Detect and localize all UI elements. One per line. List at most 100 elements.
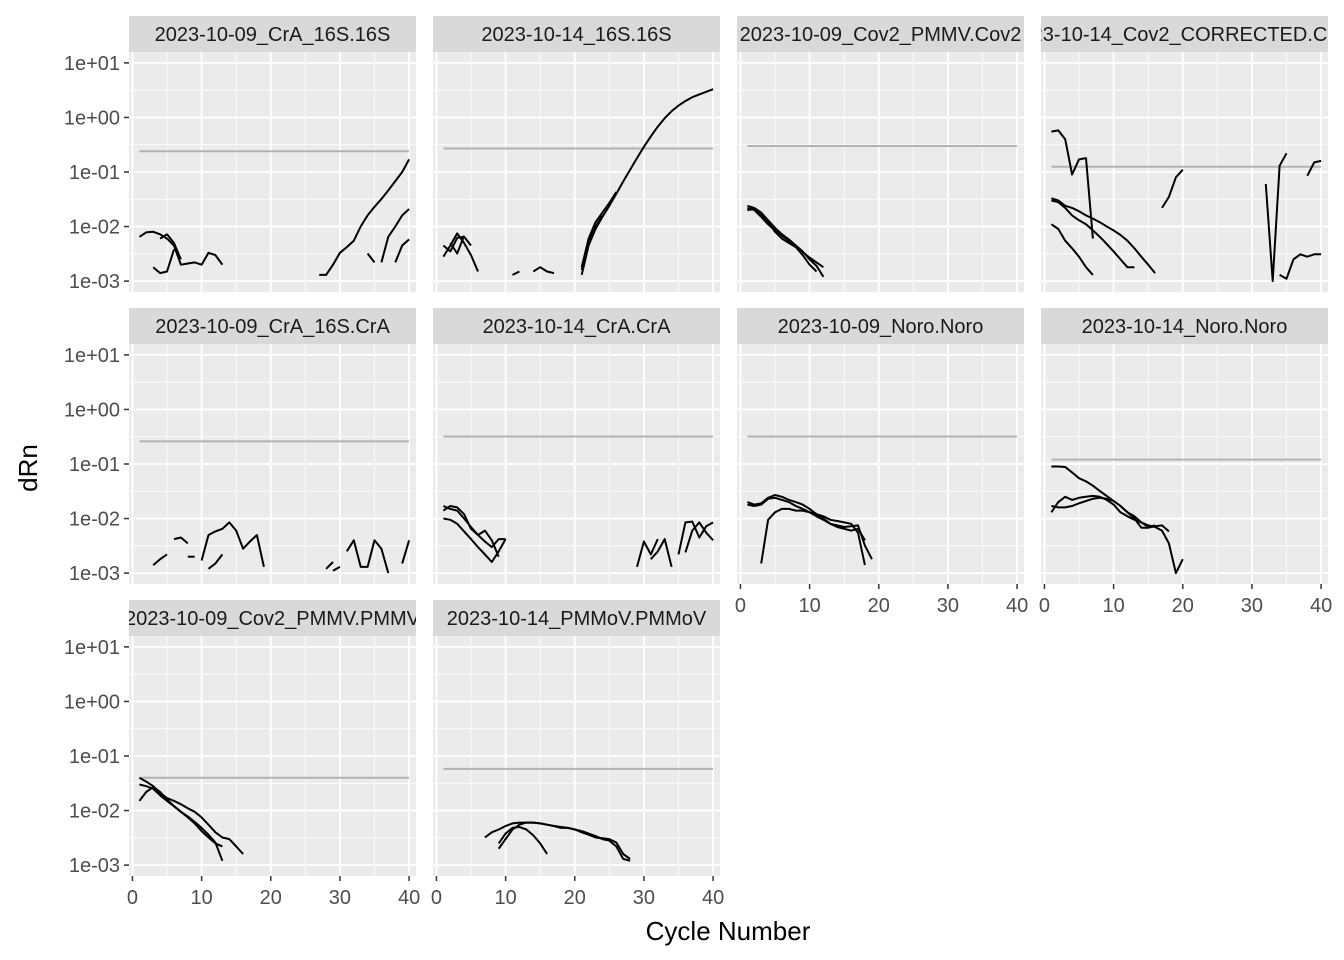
amplification-curve bbox=[684, 521, 714, 553]
y-axis-title: dRn bbox=[13, 444, 43, 492]
y-tick-label: 1e+01 bbox=[64, 637, 120, 659]
y-tick-label: 1e+01 bbox=[64, 345, 120, 367]
axes-layer: 1e-03 1e-02 1e-01 1e+00 1e+01 1e-03 1e-02 1e-01… bbox=[64, 53, 1332, 909]
facet-panel: 2023-10-14_Cov2_CORRECTED.Cov2 bbox=[1041, 16, 1328, 292]
amplification-curve bbox=[636, 538, 659, 568]
facet-strip-label: 2023-10-09_CrA_16S.CrA bbox=[155, 316, 390, 338]
x-tick-label: 0 bbox=[1039, 595, 1050, 617]
amplification-curve bbox=[443, 517, 507, 563]
facet-panel: 2023-10-09_Noro.Noro bbox=[737, 308, 1024, 584]
x-tick-label: 0 bbox=[431, 887, 442, 909]
amplification-curve bbox=[449, 235, 466, 255]
facet-strip bbox=[737, 16, 1024, 52]
amplification-curve bbox=[747, 204, 825, 278]
x-tick-label: 30 bbox=[633, 887, 655, 909]
amplification-curve bbox=[1306, 159, 1322, 177]
facet-strip bbox=[1041, 308, 1328, 344]
facet-panel: 2023-10-09_CrA_16S.CrA bbox=[129, 308, 416, 584]
facet-panels: 2023-10-09_CrA_16S.16S 2023-10-14_16S.16S… bbox=[125, 16, 1328, 876]
facet-panel: 2023-10-09_Cov2_PMMV.Cov2 bbox=[737, 16, 1024, 292]
amplification-curve bbox=[159, 233, 182, 260]
amplification-curve bbox=[325, 561, 334, 570]
y-tick-label: 1e+00 bbox=[64, 399, 120, 421]
facet-strip-label: 2023-10-09_CrA_16S.16S bbox=[155, 24, 391, 46]
x-tick-label: 30 bbox=[1241, 595, 1263, 617]
y-tick-label: 1e-03 bbox=[69, 855, 120, 877]
amplification-curve bbox=[207, 553, 224, 570]
amplification-curve bbox=[138, 786, 223, 848]
facet-strip-label: 2023-10-09_Cov2_PMMV.PMMV bbox=[125, 608, 421, 630]
amplification-curve bbox=[394, 238, 410, 263]
amplification-curve bbox=[677, 520, 714, 555]
amplification-curve bbox=[366, 252, 376, 264]
amplification-curve bbox=[1051, 496, 1170, 533]
amplification-curve bbox=[747, 208, 818, 273]
amplification-curve bbox=[1161, 169, 1184, 209]
x-tick-label: 30 bbox=[329, 887, 351, 909]
x-tick-label: 0 bbox=[735, 595, 746, 617]
x-tick-label: 10 bbox=[1102, 595, 1124, 617]
amplification-curve bbox=[760, 507, 866, 566]
amplification-curve bbox=[138, 230, 224, 266]
x-tick-label: 0 bbox=[127, 887, 138, 909]
facet-panel: 2023-10-14_16S.16S bbox=[433, 16, 720, 292]
x-axis-title: Cycle Number bbox=[646, 916, 811, 946]
x-tick-label: 40 bbox=[702, 887, 724, 909]
facet-panel: 2023-10-09_Cov2_PMMV.PMMV bbox=[125, 600, 421, 876]
amplification-curve bbox=[152, 553, 168, 566]
facet-panel: 2023-10-14_Noro.Noro bbox=[1041, 308, 1328, 584]
amplification-curve bbox=[532, 266, 555, 275]
facet-strip bbox=[737, 308, 1024, 344]
x-tick-label: 20 bbox=[868, 595, 890, 617]
amplification-curve bbox=[1279, 253, 1322, 280]
facet-strip-label: 2023-10-14_CrA.CrA bbox=[483, 316, 672, 338]
amplification-curve bbox=[747, 206, 824, 269]
amplification-curve bbox=[580, 214, 604, 271]
x-tick-label: 20 bbox=[1172, 595, 1194, 617]
y-tick-label: 1e-03 bbox=[69, 563, 120, 585]
facet-strip-label: 2023-10-14_Noro.Noro bbox=[1082, 316, 1288, 338]
x-tick-label: 40 bbox=[1006, 595, 1028, 617]
y-tick-label: 1e-01 bbox=[69, 454, 120, 476]
amplification-curve bbox=[1051, 199, 1135, 269]
amplification-curve bbox=[497, 821, 631, 860]
x-tick-label: 30 bbox=[937, 595, 959, 617]
x-tick-label: 10 bbox=[798, 595, 820, 617]
facet-strip bbox=[433, 308, 720, 344]
facet-strip bbox=[433, 600, 720, 636]
amplification-curve bbox=[1051, 197, 1156, 274]
facet-panel: 2023-10-14_PMMoV.PMMoV bbox=[433, 600, 720, 876]
y-tick-label: 1e-01 bbox=[69, 162, 120, 184]
x-tick-label: 20 bbox=[260, 887, 282, 909]
facet-strip bbox=[129, 308, 416, 344]
y-tick-label: 1e-02 bbox=[69, 509, 120, 531]
amplification-curve bbox=[497, 826, 548, 855]
amplification-curve bbox=[580, 191, 618, 268]
amplification-curve bbox=[319, 158, 410, 276]
amplification-curve bbox=[650, 538, 673, 568]
facet-strip-label: 2023-10-14_PMMoV.PMMoV bbox=[447, 608, 707, 630]
x-tick-label: 10 bbox=[190, 887, 212, 909]
amplification-curve bbox=[332, 566, 341, 572]
amplification-curve bbox=[152, 249, 175, 275]
facet-strip bbox=[1041, 16, 1328, 52]
facet-panel: 2023-10-14_CrA.CrA bbox=[433, 308, 720, 584]
amplification-curve bbox=[345, 539, 390, 574]
x-tick-label: 20 bbox=[564, 887, 586, 909]
amplification-curve bbox=[200, 521, 265, 568]
y-tick-label: 1e+01 bbox=[64, 53, 120, 75]
facet-strip-label: 2023-10-09_Noro.Noro bbox=[778, 316, 984, 338]
y-tick-label: 1e+00 bbox=[64, 691, 120, 713]
amplification-curve bbox=[580, 88, 714, 276]
facet-strip-label: 2023-10-14_16S.16S bbox=[481, 24, 671, 46]
y-tick-label: 1e-03 bbox=[69, 271, 120, 293]
x-tick-label: 10 bbox=[494, 887, 516, 909]
amplification-curve bbox=[512, 270, 520, 276]
facet-panel: 2023-10-09_CrA_16S.16S bbox=[129, 16, 416, 292]
amplification-curve bbox=[380, 208, 410, 263]
y-tick-label: 1e-02 bbox=[69, 801, 120, 823]
amplification-curve bbox=[1051, 129, 1094, 239]
amplification-curve bbox=[1264, 152, 1288, 283]
facet-strip-label: 2023-10-09_Cov2_PMMV.Cov2 bbox=[740, 24, 1022, 46]
